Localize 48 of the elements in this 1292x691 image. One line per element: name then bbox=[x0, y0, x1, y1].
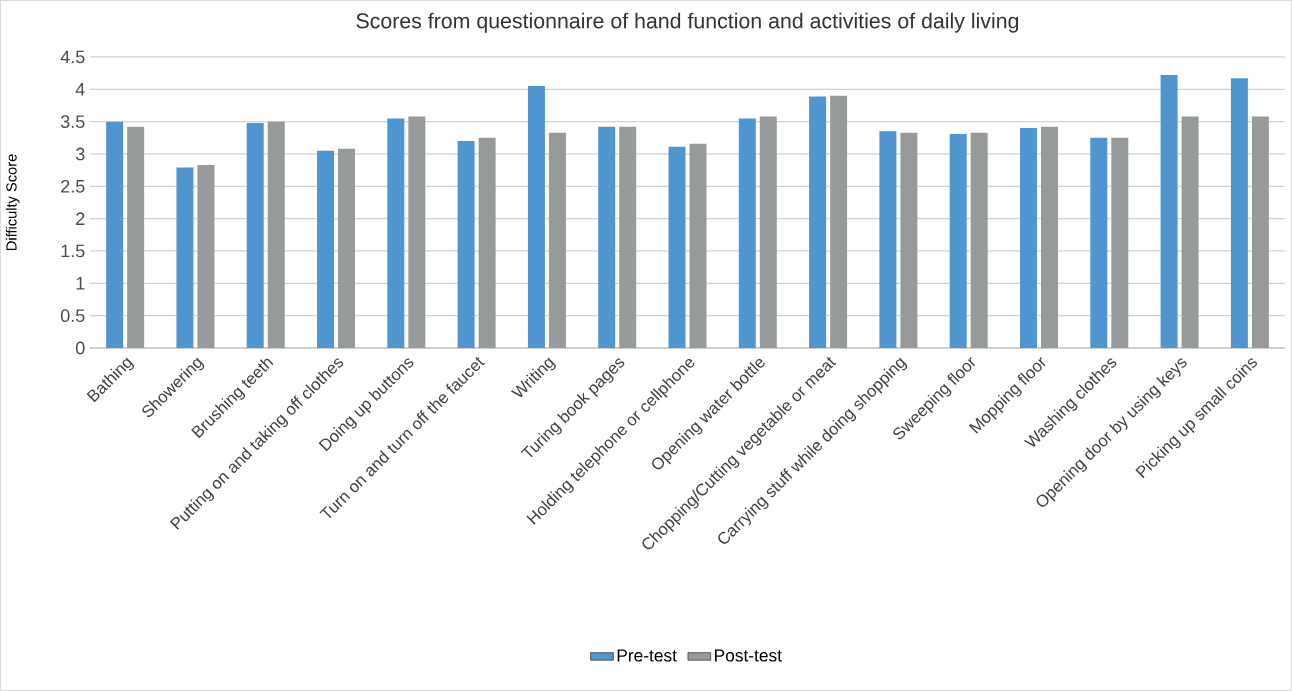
y-tick-label: 0 bbox=[75, 341, 85, 355]
bar bbox=[689, 143, 707, 348]
bar bbox=[106, 121, 124, 348]
bar bbox=[598, 126, 616, 348]
y-tick-label: 4 bbox=[75, 83, 85, 96]
bar bbox=[408, 116, 426, 348]
bar bbox=[267, 121, 285, 348]
bar bbox=[1090, 137, 1108, 348]
y-tick-label: 1 bbox=[76, 277, 85, 290]
y-tick-label: 4.5 bbox=[60, 50, 85, 64]
bar bbox=[478, 137, 496, 348]
y-tick-label: 2.5 bbox=[61, 179, 85, 193]
legend-label: Post-test bbox=[715, 649, 782, 662]
bar bbox=[830, 95, 848, 348]
bar bbox=[457, 141, 475, 348]
y-tick-label: 2 bbox=[76, 212, 85, 225]
bar bbox=[879, 131, 897, 348]
bar bbox=[176, 167, 194, 348]
bar bbox=[1251, 116, 1269, 348]
legend-label: Pre-test bbox=[617, 649, 677, 662]
bar bbox=[1230, 78, 1248, 348]
bar bbox=[1160, 75, 1178, 348]
bar bbox=[548, 132, 566, 348]
y-tick-label: 3.5 bbox=[60, 115, 85, 129]
y-axis-title: Difficulty Score bbox=[5, 154, 20, 251]
bar bbox=[527, 86, 545, 348]
bar bbox=[197, 164, 215, 348]
bar bbox=[809, 96, 827, 348]
bar bbox=[738, 118, 756, 348]
bar bbox=[668, 146, 686, 348]
bar bbox=[1040, 126, 1058, 348]
bar bbox=[317, 150, 335, 348]
bar bbox=[900, 132, 918, 348]
bar bbox=[1181, 116, 1199, 348]
bar bbox=[949, 133, 967, 348]
y-tick-label: 1.5 bbox=[61, 244, 85, 258]
bar bbox=[970, 132, 988, 348]
bar bbox=[1111, 137, 1129, 348]
y-tick-label: 3 bbox=[75, 147, 85, 161]
bar bbox=[127, 126, 145, 348]
chart-title: Scores from questionnaire of hand function and activities of daily living bbox=[356, 12, 1019, 33]
bar bbox=[759, 116, 777, 348]
bar bbox=[619, 126, 637, 348]
y-tick-label: 0.5 bbox=[60, 309, 85, 323]
bar bbox=[246, 122, 264, 348]
bar bbox=[338, 148, 356, 348]
bar bbox=[387, 118, 405, 348]
bar bbox=[1019, 128, 1037, 348]
